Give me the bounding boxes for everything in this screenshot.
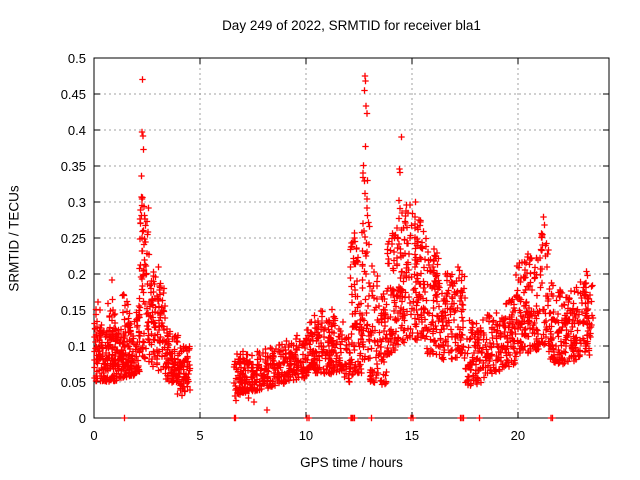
y-tick-label: 0.35 (60, 159, 86, 174)
y-tick-label: 0.05 (60, 375, 86, 390)
x-tick-label: 10 (298, 428, 314, 443)
x-tick-label: 0 (90, 428, 98, 443)
y-tick-label: 0 (78, 411, 86, 426)
x-axis-title: GPS time / hours (300, 455, 403, 470)
y-tick-label: 0.45 (60, 87, 86, 102)
x-tick-label: 5 (196, 428, 204, 443)
y-tick-label: 0.4 (67, 123, 86, 138)
y-tick-label: 0.15 (60, 303, 86, 318)
y-tick-label: 0.25 (60, 231, 86, 246)
y-tick-label: 0.5 (67, 51, 86, 66)
y-tick-label: 0.3 (67, 195, 86, 210)
chart-title: Day 249 of 2022, SRMTID for receiver bla… (222, 18, 481, 33)
x-tick-label: 20 (510, 428, 526, 443)
x-tick-label: 15 (404, 428, 420, 443)
y-tick-label: 0.2 (67, 267, 86, 282)
y-tick-label: 0.1 (67, 339, 86, 354)
